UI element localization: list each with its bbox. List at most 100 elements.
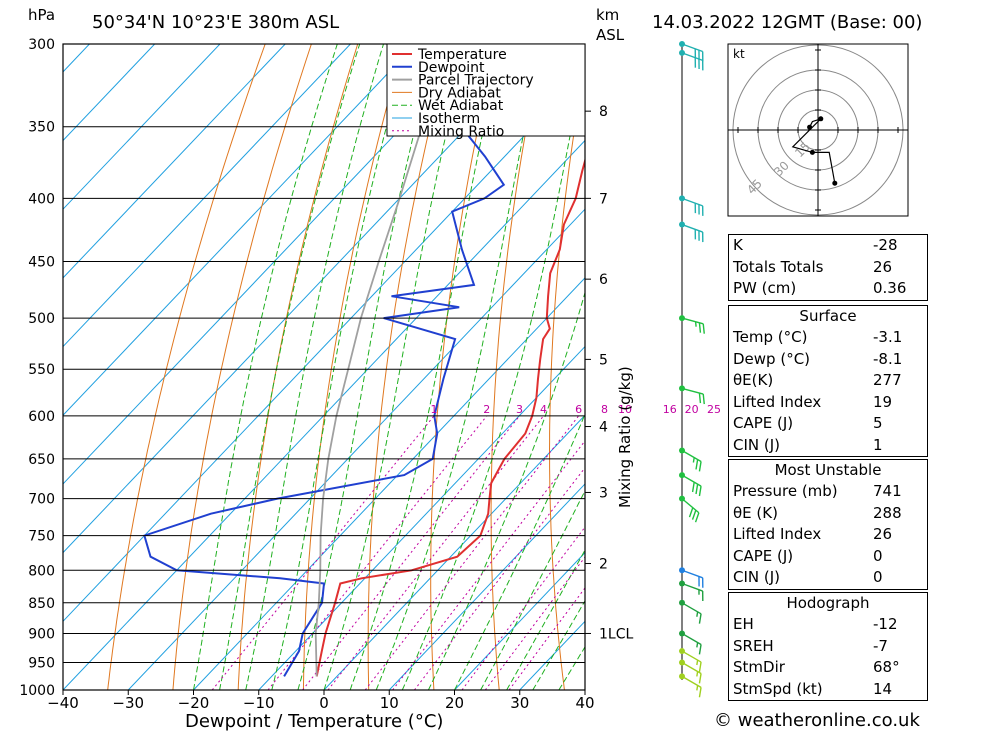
index-row: CIN (J) 0 — [733, 568, 883, 586]
x-tick-label: 10 — [380, 694, 399, 712]
general-indices-table: K -28 Totals Totals 26 PW (cm) 0.36 — [728, 234, 928, 301]
barb-feather — [702, 323, 705, 334]
x-tick-label: −20 — [178, 694, 210, 712]
index-row: θE(K) 277 — [733, 371, 902, 389]
barb-feather — [695, 459, 699, 470]
pressure-tick-label: 750 — [28, 529, 55, 545]
legend-entry: Parcel Trajectory — [418, 73, 534, 89]
legend-entry: Wet Adiabat — [418, 98, 504, 114]
hodograph-trace — [791, 118, 836, 184]
wet-adiabat-line — [375, 44, 543, 690]
legend-entry: Mixing Ratio — [418, 124, 504, 140]
mixing-ratio-line — [484, 556, 585, 690]
pressure-tick-label: 950 — [28, 655, 55, 671]
most-unstable-title: Most Unstable — [774, 461, 882, 479]
barb-feather — [691, 482, 695, 493]
isotherm-line — [388, 483, 585, 690]
isotherm-line — [454, 551, 585, 690]
wet-adiabat-line — [454, 412, 585, 690]
mixing-ratio-label: 16 — [663, 403, 677, 416]
pressure-tick-label: 1000 — [19, 683, 55, 699]
barb-feather — [702, 394, 705, 405]
km-tick-label: 4 — [599, 420, 608, 436]
pressure-tick-label: 800 — [28, 563, 55, 579]
index-row: CAPE (J) 5 — [733, 414, 883, 432]
mixing-ratio-label: 2 — [483, 403, 490, 416]
barb-feather — [691, 509, 697, 520]
barb-feather — [696, 671, 699, 677]
isotherm-line — [63, 44, 286, 279]
dry-adiabat-line — [237, 44, 359, 690]
index-row: StmDir 68° — [733, 658, 900, 676]
x-tick-label: 40 — [575, 694, 594, 712]
wet-adiabat-line — [193, 44, 338, 690]
surface-title: Surface — [799, 307, 857, 325]
index-row: θE (K) 288 — [733, 503, 902, 522]
pressure-tick-label: 450 — [28, 255, 55, 271]
x-tick-label: 30 — [510, 694, 529, 712]
isotherm-line — [63, 44, 351, 348]
hodograph-point — [809, 149, 815, 155]
wet-adiabat-line — [401, 58, 585, 690]
legend-entry: Dewpoint — [418, 60, 485, 76]
surface-indices-table: Surface Temp (°C) -3.1 Dewp (°C) -8.1 θE(K… — [728, 305, 928, 457]
index-row: Dewp (°C) -8.1 — [733, 349, 903, 368]
isotherm-line — [63, 139, 585, 690]
barb-feather — [698, 613, 702, 624]
credit-link[interactable]: © weatheronline.co.uk — [714, 710, 920, 731]
km-tick-label: 7 — [599, 191, 608, 207]
x-tick-label: −40 — [47, 694, 79, 712]
barb-feather — [698, 486, 702, 497]
pressure-tick-label: 700 — [28, 492, 55, 508]
index-row: Totals Totals 26 — [733, 257, 893, 276]
dewpoint-profile — [143, 44, 580, 677]
barb-feather — [698, 322, 702, 333]
sounding-datetime: 14.03.2022 12GMT (Base: 00) — [652, 12, 922, 33]
isotherm-line — [193, 277, 585, 690]
isotherm-line — [323, 414, 585, 690]
pressure-tick-label: 350 — [28, 120, 55, 136]
barb-feather — [695, 484, 699, 495]
hodograph-point — [807, 124, 813, 130]
mixing-ratio-line — [392, 440, 585, 690]
wet-adiabat-line — [532, 599, 585, 690]
station-location: 50°34'N 10°23'E 380m ASL — [92, 12, 339, 33]
height-unit-label: km — [596, 6, 619, 24]
barb-feather — [694, 512, 700, 523]
barb-feather — [696, 642, 699, 648]
isotherm-line — [63, 44, 221, 210]
mixing-ratio-line — [508, 587, 585, 690]
isotherm-line — [0, 44, 24, 690]
pressure-tick-label: 550 — [28, 362, 55, 378]
index-row: EH -12 — [733, 615, 898, 633]
mixing-ratio-label: 8 — [601, 403, 608, 416]
barb-feather — [694, 321, 697, 327]
mixing-ratio-line — [461, 526, 585, 690]
index-row: CIN (J) 1 — [733, 435, 883, 454]
barb-feather — [698, 687, 702, 698]
x-tick-label: −10 — [243, 694, 275, 712]
index-row: K -28 — [733, 236, 898, 254]
x-tick-label: 0 — [319, 694, 329, 712]
km-tick-label: 3 — [599, 485, 608, 501]
mixing-ratio-line — [327, 415, 544, 690]
mixing-ratio-label: 25 — [707, 403, 721, 416]
index-row: PW (cm) 0.36 — [733, 279, 907, 297]
x-axis-label: Dewpoint / Temperature (°C) — [185, 711, 443, 732]
mixing-ratio-label: 6 — [575, 403, 582, 416]
pressure-tick-label: 600 — [28, 409, 55, 425]
pressure-tick-label: 650 — [28, 452, 55, 468]
mixing-ratio-label: 4 — [540, 403, 547, 416]
index-row: Temp (°C) -3.1 — [733, 328, 903, 346]
index-row: StmSpd (kt) 14 — [733, 679, 893, 698]
pressure-tick-label: 900 — [28, 626, 55, 642]
dry-adiabat-line — [107, 44, 266, 690]
hodograph-indices-table: Hodograph EH -12 SREH -7 StmDir 68° StmSpd … — [728, 592, 928, 701]
most-unstable-table: Most Unstable Pressure (mb) 741 θE (K) 288… — [728, 459, 928, 590]
barb-feather — [698, 392, 702, 404]
barb-feather — [698, 461, 702, 472]
isotherm-line — [258, 345, 585, 690]
index-row: Lifted Index 19 — [733, 392, 893, 411]
